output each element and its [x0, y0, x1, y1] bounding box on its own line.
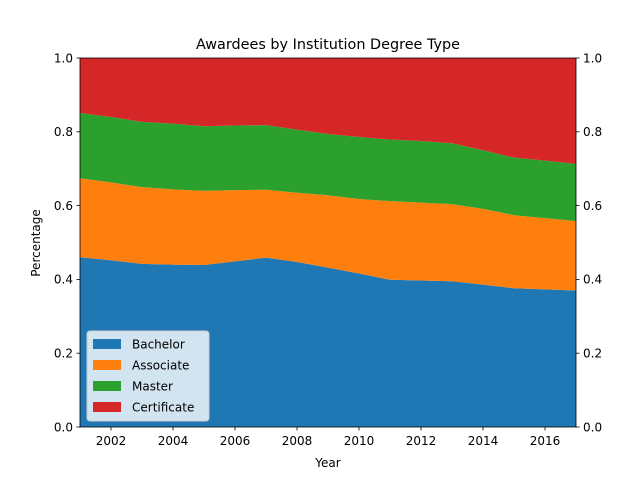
legend-label-master: Master — [132, 380, 173, 394]
area-associate — [80, 178, 576, 291]
y-tick-label-left: 0.4 — [54, 273, 73, 287]
x-tick-label: 2014 — [468, 434, 499, 448]
x-axis-ticks: 2002 2004 2006 2008 2010 2012 2014 2016 — [96, 427, 561, 448]
y-tick-label-right: 0.6 — [583, 199, 602, 213]
x-tick-label: 2012 — [406, 434, 437, 448]
x-tick-label: 2008 — [282, 434, 313, 448]
legend-swatch-bachelor — [93, 339, 121, 349]
y-tick-label-right: 0.4 — [583, 273, 602, 287]
x-tick-label: 2016 — [530, 434, 561, 448]
x-tick-label: 2002 — [96, 434, 127, 448]
y-tick-label-right: 1.0 — [583, 51, 602, 65]
legend-swatch-associate — [93, 360, 121, 370]
legend: Bachelor Associate Master Certificate — [86, 330, 210, 422]
y-tick-label-right: 0.0 — [583, 420, 602, 434]
y-tick-label-left: 1.0 — [54, 51, 73, 65]
x-tick-label: 2004 — [158, 434, 189, 448]
plot-frame — [79, 57, 577, 428]
legend-label-associate: Associate — [132, 359, 189, 373]
y-tick-label-left: 0.6 — [54, 199, 73, 213]
y-tick-label-right: 0.8 — [583, 125, 602, 139]
legend-swatch-certificate — [93, 402, 121, 412]
y-axis-ticks-right: 0.0 0.2 0.4 0.6 0.8 1.0 — [576, 51, 602, 434]
legend-label-certificate: Certificate — [132, 401, 194, 415]
x-tick-label: 2010 — [344, 434, 375, 448]
y-tick-label-left: 0.2 — [54, 347, 73, 361]
x-tick-label: 2006 — [220, 434, 251, 448]
legend-label-bachelor: Bachelor — [132, 338, 185, 352]
area-certificate — [80, 58, 576, 164]
legend-box — [86, 330, 210, 422]
x-axis-label: Year — [314, 456, 340, 470]
y-tick-label-left: 0.0 — [54, 420, 73, 434]
y-axis-label: Percentage — [29, 209, 43, 277]
area-master — [80, 112, 576, 222]
legend-swatch-master — [93, 381, 121, 391]
y-tick-label-left: 0.8 — [54, 125, 73, 139]
y-tick-label-right: 0.2 — [583, 347, 602, 361]
y-axis-ticks-left: 0.0 0.2 0.4 0.6 0.8 1.0 — [54, 51, 80, 434]
chart-title: Awardees by Institution Degree Type — [196, 37, 460, 53]
